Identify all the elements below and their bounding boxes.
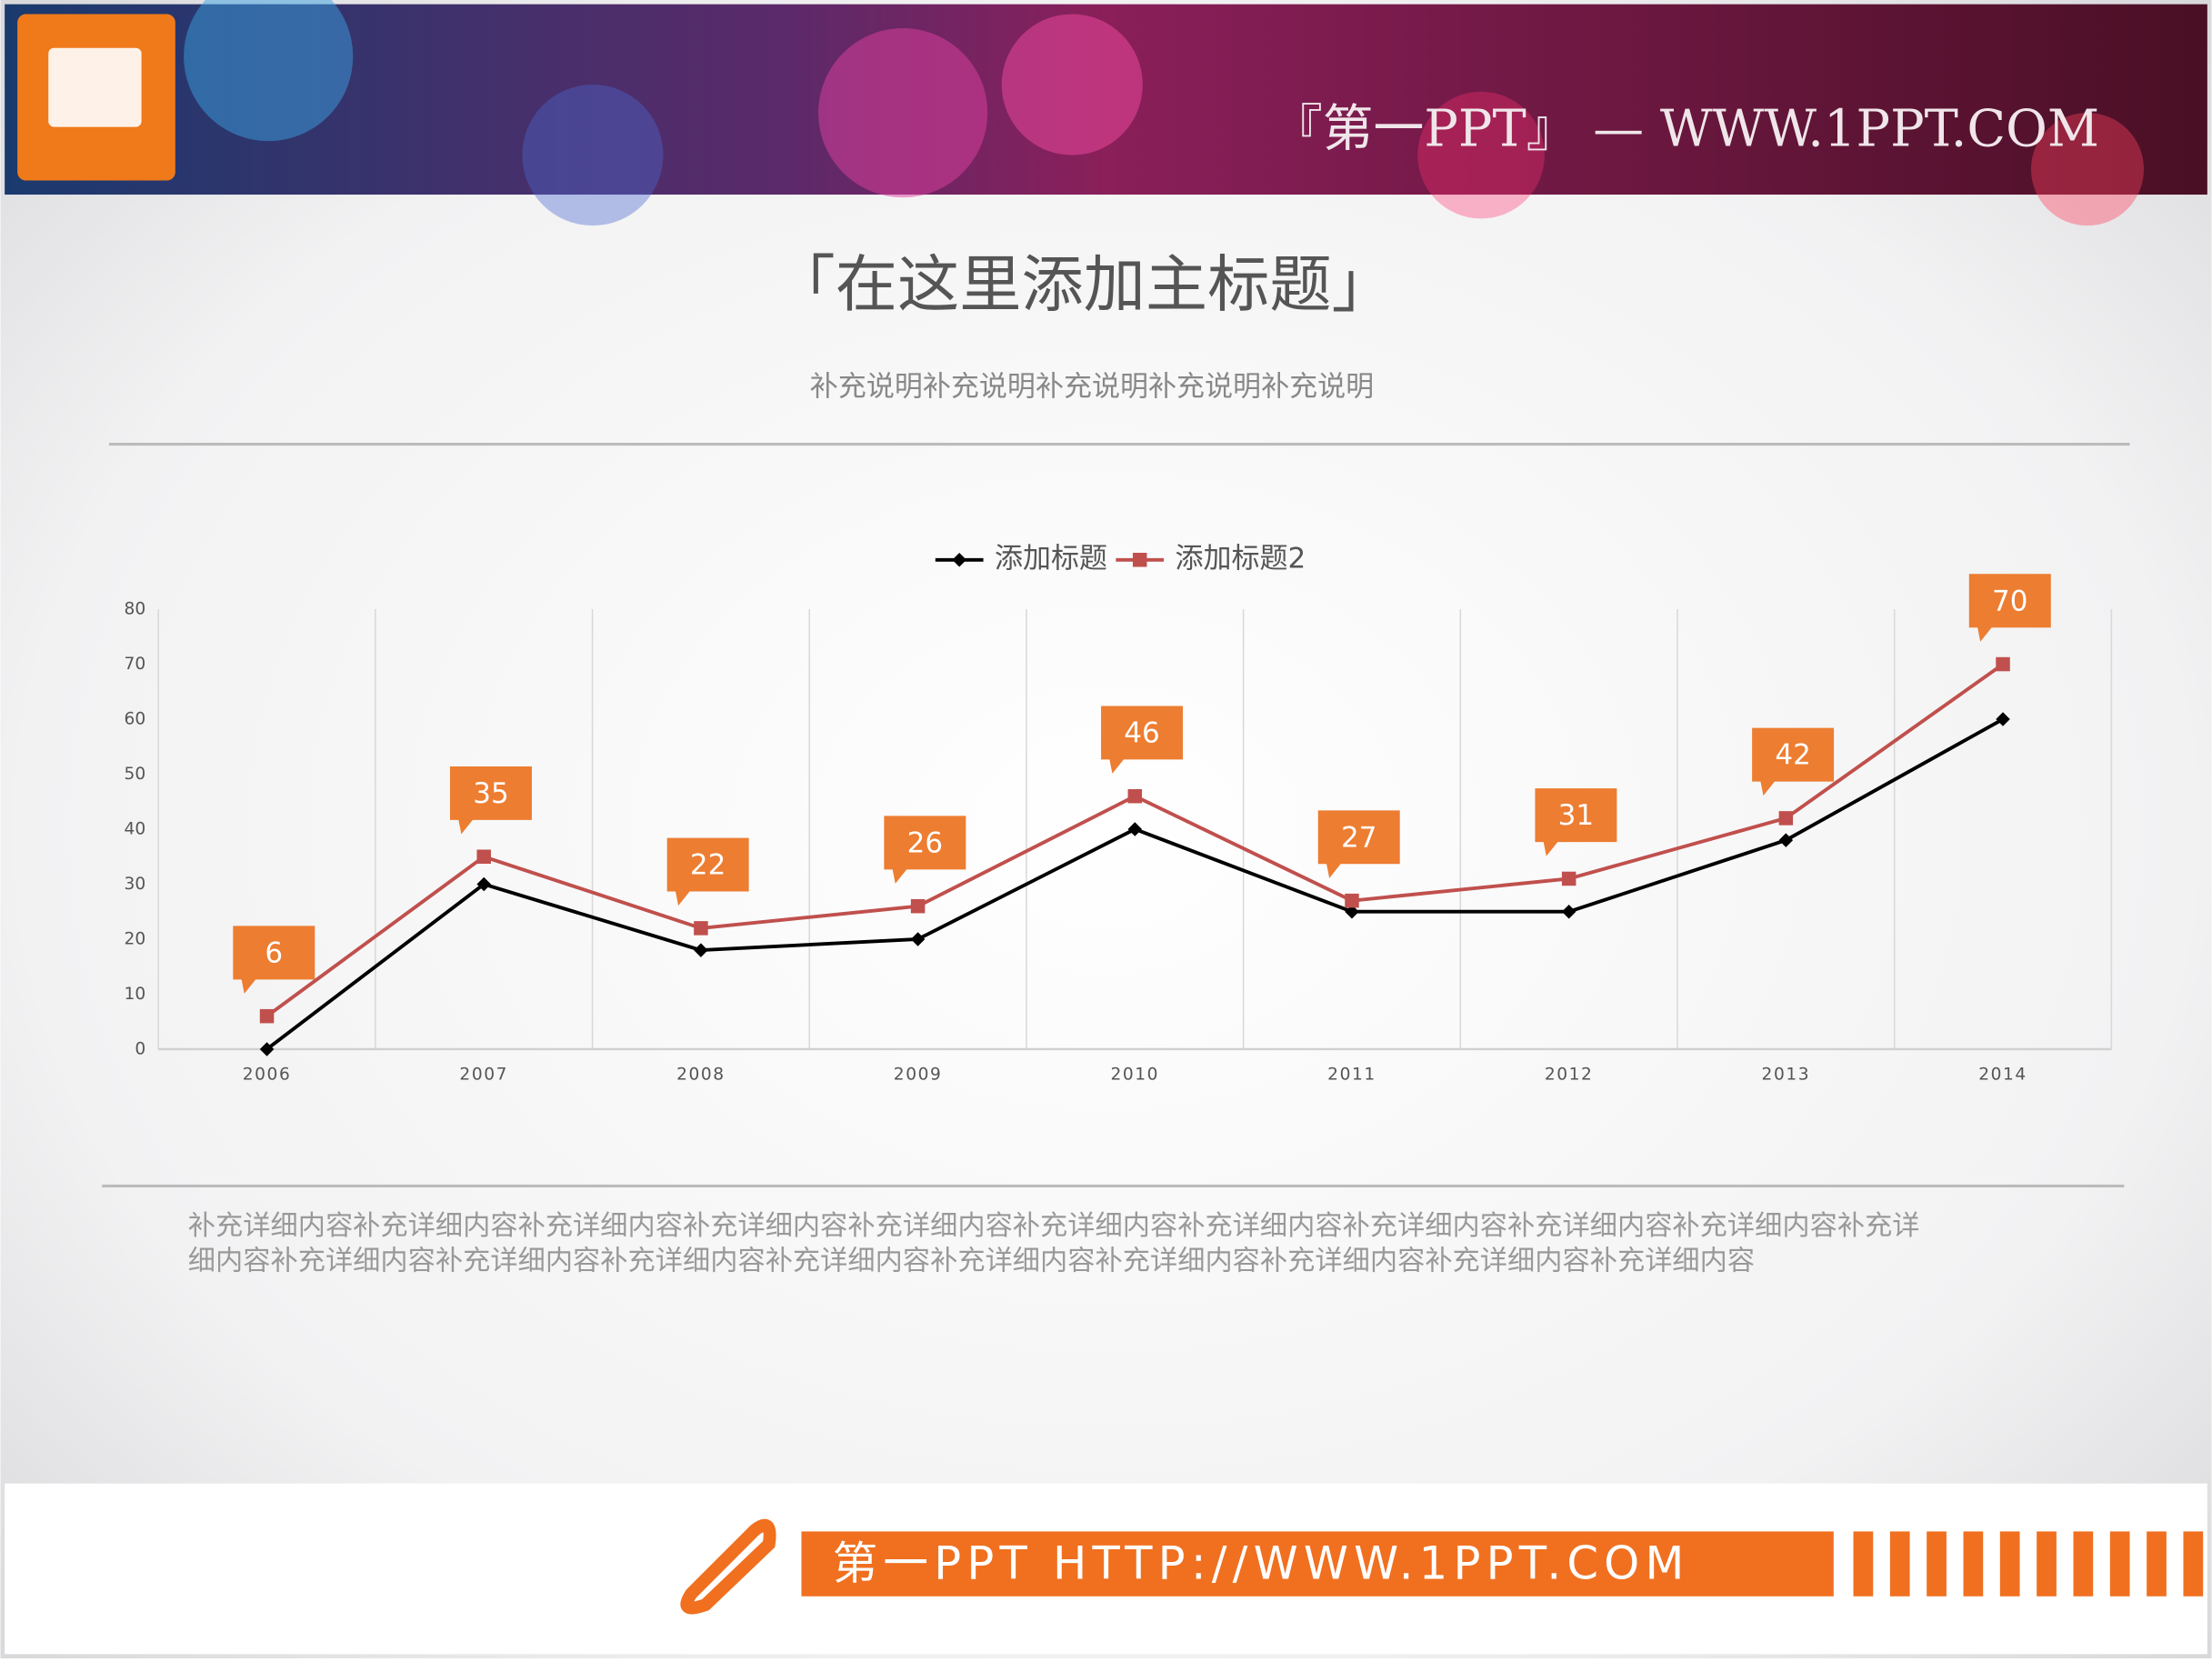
x-tick-label: 2009 xyxy=(894,1065,943,1084)
point xyxy=(694,943,708,957)
point xyxy=(1561,871,1576,886)
y-tick-label: 50 xyxy=(125,765,146,784)
x-tick-label: 2006 xyxy=(243,1065,292,1084)
bokeh xyxy=(522,85,664,226)
point xyxy=(1127,822,1143,836)
banner-bg xyxy=(5,4,2207,195)
label-box xyxy=(1535,788,1617,856)
caption-line: 细内容补充详细内容补充详细内容补充详细内容补充详细内容补充详细内容补充详细内容补… xyxy=(188,1246,1755,1277)
bokeh xyxy=(1417,91,1545,219)
series xyxy=(259,712,2010,1056)
x-tick-label: 2014 xyxy=(1978,1065,2027,1084)
footer: 第一PPT HTTP://WWW.1PPT.COM xyxy=(5,1483,2207,1655)
y-tick-label: 40 xyxy=(125,819,146,838)
banner-brand: 『第一PPT』 — WWW.1PPT.COM xyxy=(1272,99,2099,158)
data-label: 6 xyxy=(265,936,283,969)
label-box xyxy=(450,766,532,835)
data-label: 31 xyxy=(1558,799,1594,832)
legend-label: 添加标题2 xyxy=(1175,543,1306,576)
bokeh xyxy=(1001,14,1143,155)
x-tick-label: 2007 xyxy=(459,1065,508,1084)
footer-stripes xyxy=(1853,1531,2204,1597)
bokeh xyxy=(818,28,988,198)
data-label: 70 xyxy=(1992,585,2027,617)
bokeh xyxy=(2030,113,2145,226)
y-tick-label: 10 xyxy=(125,985,146,1004)
point xyxy=(259,1008,275,1024)
point xyxy=(1996,656,2010,672)
legend-marker xyxy=(1132,553,1147,567)
label-box xyxy=(1101,706,1184,774)
point xyxy=(1996,712,2010,726)
x-tick-label: 2012 xyxy=(1545,1065,1594,1084)
point xyxy=(1561,904,1576,919)
x-tick-label: 2008 xyxy=(676,1065,726,1084)
point xyxy=(910,932,926,946)
data-label: 22 xyxy=(690,849,726,882)
slide-title: 「在这里添加主标题」 xyxy=(774,250,1394,322)
point xyxy=(476,849,491,864)
data-label: 42 xyxy=(1775,739,1810,772)
point xyxy=(910,898,926,914)
series: 6 35 22 26 46 27 31 42 70 xyxy=(233,574,2051,1024)
point xyxy=(259,1042,275,1056)
caption-line: 补充详细内容补充详细内容补充详细内容补充详细内容补充详细内容补充详细内容补充详细… xyxy=(188,1210,1920,1242)
data-label: 46 xyxy=(1124,716,1159,749)
legend-label: 添加标题 xyxy=(995,543,1107,576)
pen-icon xyxy=(680,1518,776,1615)
point xyxy=(1778,833,1794,847)
app-icon-doc xyxy=(48,47,142,127)
footer-bar xyxy=(801,1531,1834,1597)
y-tick-label: 60 xyxy=(125,710,146,729)
label-box xyxy=(1752,727,1835,796)
x-tick-label: 2013 xyxy=(1762,1065,1811,1084)
point xyxy=(1345,904,1359,919)
point xyxy=(1345,893,1359,908)
y-tick-label: 70 xyxy=(125,655,146,674)
point xyxy=(694,921,708,936)
footer-brand: 第一PPT HTTP://WWW.1PPT.COM xyxy=(833,1537,1690,1590)
y-tick-label: 0 xyxy=(135,1039,145,1058)
slide-subtitle: 补充说明补充说明补充说明补充说明补充说明 xyxy=(810,371,1374,404)
label-box xyxy=(884,816,966,884)
label-box xyxy=(1968,574,2051,642)
point xyxy=(1778,811,1794,826)
banner: 『第一PPT』 — WWW.1PPT.COM xyxy=(5,0,2207,226)
x-tick-label: 2011 xyxy=(1327,1065,1376,1084)
bokeh xyxy=(184,0,354,142)
legend-marker xyxy=(952,553,966,567)
y-tick-label: 20 xyxy=(125,929,146,948)
label-box xyxy=(666,837,749,906)
data-label: 35 xyxy=(473,777,508,810)
label-box xyxy=(1317,810,1400,878)
data-label: 26 xyxy=(907,826,943,859)
label-box xyxy=(233,926,315,994)
y-tick-label: 80 xyxy=(125,600,146,619)
point xyxy=(476,876,491,892)
point xyxy=(1127,788,1143,804)
x-tick-label: 2010 xyxy=(1111,1065,1160,1084)
y-tick-label: 30 xyxy=(125,875,146,894)
data-label: 27 xyxy=(1341,821,1376,854)
